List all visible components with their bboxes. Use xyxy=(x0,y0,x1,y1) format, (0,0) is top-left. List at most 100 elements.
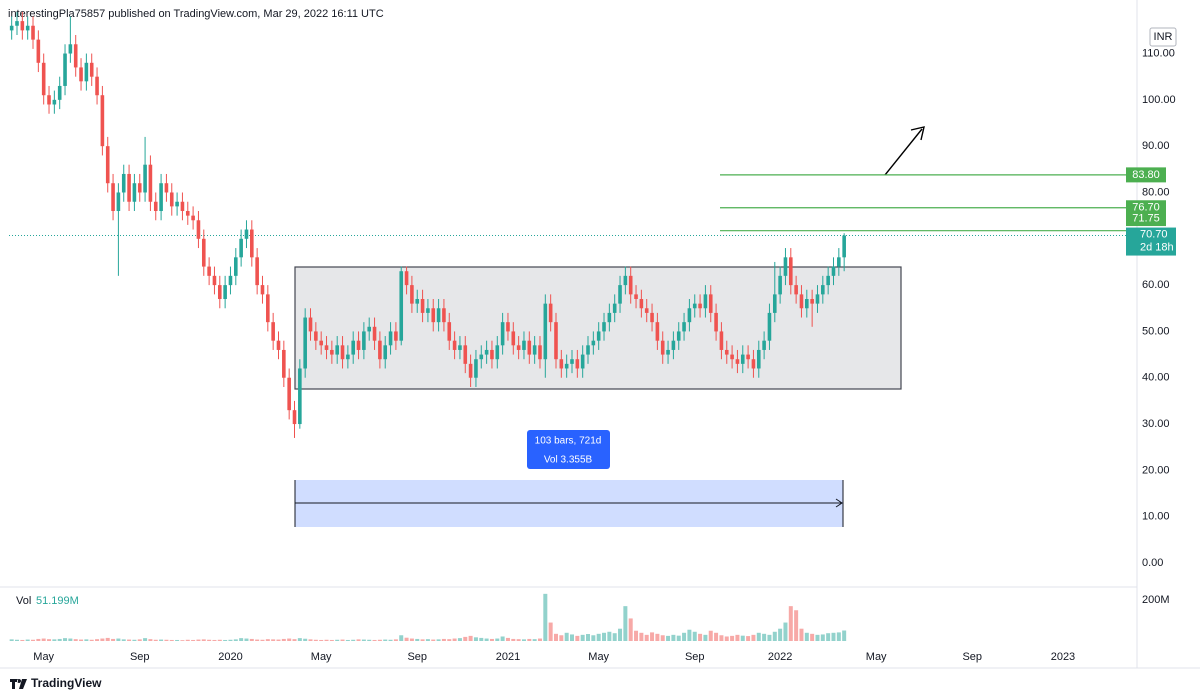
candle-body xyxy=(596,331,601,341)
candle-body xyxy=(698,303,702,309)
volume-bar xyxy=(479,637,484,641)
candle-body xyxy=(751,359,756,369)
candle-body xyxy=(260,285,265,295)
candle-body xyxy=(415,299,420,304)
candle-body xyxy=(660,340,665,355)
candle-body xyxy=(159,183,163,212)
volume-bar xyxy=(415,638,420,641)
volume-bar xyxy=(223,639,228,641)
volume-bar xyxy=(703,634,708,641)
volume-bar xyxy=(484,638,489,641)
candle-body xyxy=(367,326,372,332)
x-tick-label: May xyxy=(866,651,887,663)
x-tick-label: May xyxy=(588,651,609,663)
candle-body xyxy=(372,326,377,341)
volume-bar xyxy=(692,631,697,641)
volume-bar xyxy=(815,634,820,641)
volume-bar xyxy=(329,639,334,641)
volume-bar xyxy=(559,635,564,641)
volume-bar xyxy=(537,638,542,641)
candle-body xyxy=(474,359,478,378)
candle-body xyxy=(271,322,275,341)
volume-bar xyxy=(788,606,793,641)
x-tick-label: May xyxy=(33,651,54,663)
volume-bar xyxy=(249,638,254,641)
countdown: 2d 18h xyxy=(1140,241,1174,253)
candle-body xyxy=(420,299,425,313)
arrow xyxy=(884,128,923,176)
volume-bar xyxy=(31,639,36,641)
candle-body xyxy=(36,39,41,63)
candle-body xyxy=(799,294,804,309)
volume-bar xyxy=(724,636,729,641)
candle-body xyxy=(191,215,195,221)
volume-bar xyxy=(575,635,580,641)
volume-bar xyxy=(260,639,265,641)
level-tag xyxy=(1126,167,1166,183)
volume-bar xyxy=(500,636,505,641)
volume-bar xyxy=(553,633,558,641)
volume-bar xyxy=(356,639,361,641)
candle-body xyxy=(842,235,846,258)
candle-body xyxy=(506,322,510,332)
candle-body xyxy=(682,322,686,332)
volume-bar xyxy=(111,638,116,641)
candle-body xyxy=(335,345,339,355)
candle-body xyxy=(746,354,750,360)
volume-bar xyxy=(9,639,14,641)
candle-body xyxy=(105,146,110,184)
volume-bar xyxy=(425,639,430,641)
volume-bar xyxy=(804,632,809,641)
y-tick-label: 20.00 xyxy=(1142,464,1170,476)
volume-bar xyxy=(607,631,612,641)
candle-body xyxy=(783,257,788,276)
candle-body xyxy=(447,322,452,341)
candle-body xyxy=(692,303,697,309)
y2-tick-label: 200M xyxy=(1142,594,1170,606)
level-label: 76.70 xyxy=(1132,202,1160,214)
volume-bar xyxy=(463,636,468,641)
volume-bar xyxy=(810,633,815,641)
candle-body xyxy=(564,363,569,369)
candle-body xyxy=(666,349,670,355)
volume-bar xyxy=(84,639,89,641)
candle-body xyxy=(788,257,793,286)
candle-body xyxy=(772,294,777,313)
volume-bar xyxy=(201,639,206,641)
candle-body xyxy=(522,340,526,350)
candle-body xyxy=(9,25,14,31)
candle-body xyxy=(628,275,633,295)
volume-bar xyxy=(324,639,329,641)
volume-bar xyxy=(532,639,537,641)
volume-bar xyxy=(383,639,388,641)
candle-body xyxy=(778,275,782,295)
candle-body xyxy=(762,340,766,350)
candle-body xyxy=(20,21,25,31)
volume-bar xyxy=(618,628,623,641)
candle-body xyxy=(484,349,489,355)
candle-body xyxy=(127,173,131,202)
volume-bar xyxy=(570,634,574,641)
candle-body xyxy=(121,173,126,193)
candle-body xyxy=(282,349,286,378)
candle-body xyxy=(511,331,516,346)
volume-bar xyxy=(63,638,68,641)
volume-legend-value: 51.199M xyxy=(36,595,79,607)
volume-bar xyxy=(495,638,500,641)
candle-body xyxy=(676,331,681,341)
candle-body xyxy=(458,345,462,350)
candle-body xyxy=(794,285,798,295)
candle-body xyxy=(388,331,393,346)
candle-body xyxy=(719,331,724,350)
candle-body xyxy=(378,340,382,360)
candle-body xyxy=(143,164,147,193)
volume-bar xyxy=(660,635,665,641)
candle-body xyxy=(724,349,729,355)
volume-bar xyxy=(276,639,281,641)
volume-bar xyxy=(367,639,372,641)
candle-body xyxy=(575,359,580,369)
last-price-tag xyxy=(1126,227,1176,256)
candle-body xyxy=(756,349,761,369)
candle-body xyxy=(201,238,206,267)
